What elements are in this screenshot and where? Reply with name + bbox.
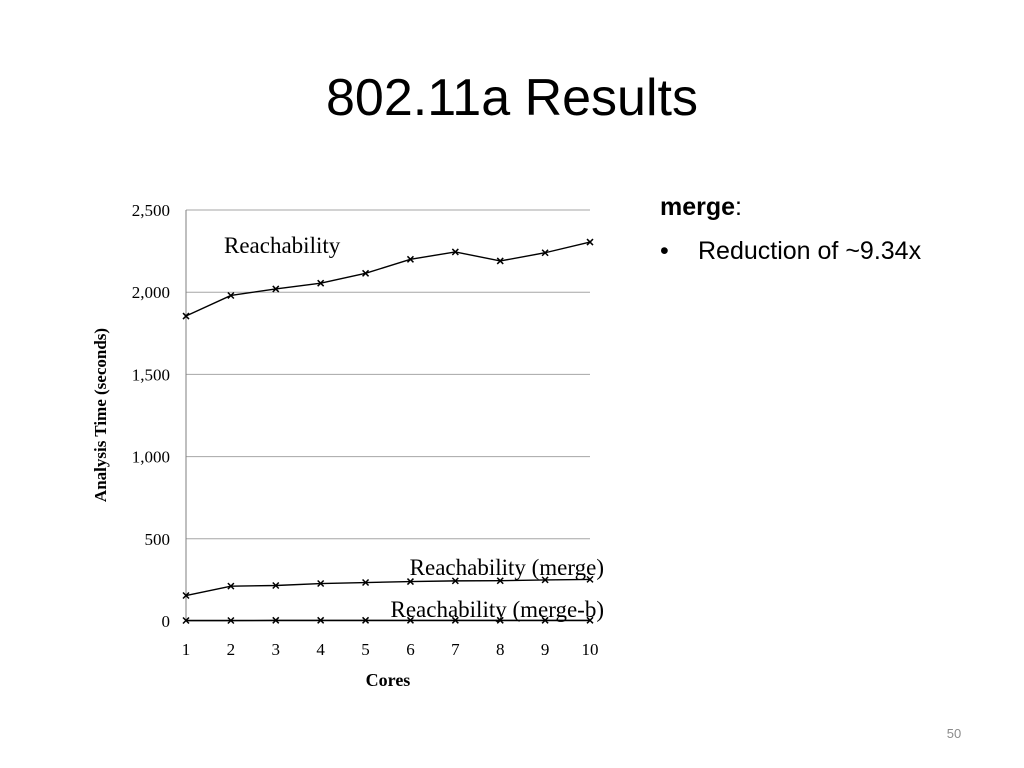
y-tick-label: 500	[145, 530, 171, 549]
data-point-marker	[451, 577, 459, 585]
y-tick-label: 1,500	[132, 365, 170, 384]
x-tick-label: 5	[361, 640, 370, 659]
x-tick-label: 10	[582, 640, 599, 659]
y-tick-label: 1,000	[132, 448, 170, 467]
bullet-list: merge: • Reduction of ~9.34x	[660, 190, 1000, 268]
data-point-marker	[272, 285, 280, 293]
x-tick-label: 2	[227, 640, 236, 659]
data-point-marker	[541, 249, 549, 257]
data-point-marker	[451, 616, 459, 624]
data-point-marker	[541, 576, 549, 584]
data-point-marker	[182, 591, 190, 600]
series-label: Reachability	[224, 233, 341, 258]
data-point-marker	[227, 291, 235, 300]
data-point-marker	[586, 616, 594, 624]
x-tick-label: 6	[406, 640, 415, 659]
bullet-text: Reduction of ~9.34x	[698, 237, 922, 265]
y-tick-label: 0	[162, 612, 171, 631]
data-point-marker	[496, 257, 504, 265]
bullet-item: • Reduction of ~9.34x	[660, 234, 1000, 268]
x-tick-label: 9	[541, 640, 550, 659]
data-point-marker	[451, 248, 459, 256]
series-label: Reachability (merge)	[410, 555, 604, 580]
series-lines	[182, 238, 594, 625]
data-point-marker	[317, 616, 325, 624]
data-point-marker	[182, 616, 190, 625]
data-point-marker	[496, 616, 504, 624]
x-axis-label: Cores	[366, 670, 411, 690]
x-tick-label: 3	[272, 640, 281, 659]
data-point-marker	[406, 616, 414, 624]
x-tick-label: 8	[496, 640, 505, 659]
data-point-marker	[362, 616, 370, 624]
data-point-marker	[182, 312, 190, 320]
series-labels: Reachability Reachability (merge) Reachabi…	[224, 233, 604, 622]
data-point-marker	[317, 279, 325, 287]
data-point-marker	[272, 581, 280, 590]
data-point-marker	[586, 575, 594, 583]
data-point-marker	[406, 255, 414, 263]
data-point-marker	[541, 616, 549, 624]
data-point-marker	[586, 238, 594, 246]
data-point-marker	[227, 616, 235, 625]
slide-number: 50	[946, 726, 962, 741]
y-tick-label: 2,500	[132, 201, 170, 220]
series-1	[182, 238, 594, 320]
series-line	[185, 578, 591, 597]
data-point-marker	[362, 269, 370, 277]
bullet-marker: •	[660, 237, 669, 265]
slide-title: 802.11a Results	[326, 69, 698, 127]
series-2	[182, 575, 594, 600]
data-point-marker	[496, 577, 504, 585]
series-3	[182, 616, 594, 625]
series-line	[185, 241, 591, 317]
data-point-marker	[406, 578, 414, 586]
grid-lines	[186, 209, 590, 540]
x-tick-label: 4	[316, 640, 325, 659]
y-axis-label: Analysis Time (seconds)	[91, 328, 110, 502]
bullet-heading-colon: :	[735, 193, 742, 221]
data-point-marker	[317, 579, 325, 588]
data-point-marker	[227, 582, 235, 590]
y-tick-label: 2,000	[132, 283, 170, 302]
x-tick-label: 7	[451, 640, 460, 659]
series-label: Reachability (merge-b)	[390, 597, 604, 622]
data-point-marker	[272, 616, 280, 624]
bullet-heading: merge:	[660, 190, 1000, 224]
x-tick-label: 1	[182, 640, 191, 659]
data-point-marker	[362, 578, 370, 587]
tick-labels: 0 500 1,000 1,500 2,000 2,500 1 2 3 4 5 6 7 8 9 10	[132, 201, 599, 659]
bullet-heading-term: merge	[660, 193, 736, 221]
